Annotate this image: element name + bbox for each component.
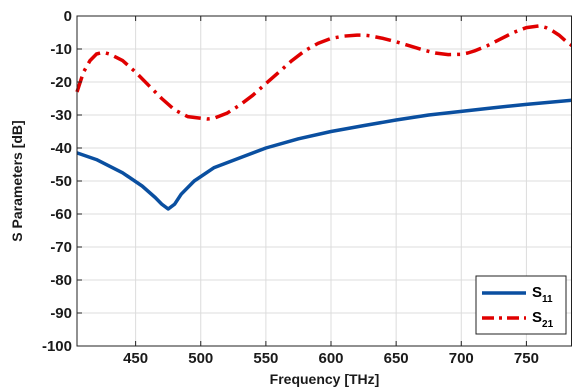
y-tick-label: -80 [50,272,72,289]
y-tick-label: -90 [50,305,72,322]
legend-label-s21: S21 [532,309,554,330]
legend-label-s11-sub: 11 [542,294,553,305]
series-s11-line [76,98,572,211]
legend: S11 S21 [475,275,567,335]
x-tick-label: 550 [253,350,278,367]
x-tick-label: 600 [318,350,343,367]
series-layer [75,24,572,211]
legend-label-s11-main: S [532,284,542,301]
x-tick-label: 700 [449,350,474,367]
x-tick-label: 450 [123,350,148,367]
x-axis-label: Frequency [THz] [270,371,380,387]
y-tick-label: -40 [50,140,72,157]
x-tick-label: 500 [188,350,213,367]
series-s21-line [75,24,572,121]
y-tick-label: -20 [50,74,72,91]
y-tick-label: -100 [42,338,72,355]
y-tick-label: -50 [50,173,72,190]
x-tick-label: 750 [514,350,539,367]
axis-ticks: 450 500 550 600 650 700 750 0 -10 -20 -30 -40 -50 -60… [42,8,539,367]
legend-label-s21-sub: 21 [542,319,554,330]
x-tick-label: 650 [384,350,409,367]
y-tick-label: -10 [50,41,72,58]
y-tick-label: -70 [50,239,72,256]
y-tick-label: -30 [50,107,72,124]
y-axis-label: S Parameters [dB] [9,120,25,241]
legend-label-s21-main: S [532,309,542,326]
y-tick-label: -60 [50,206,72,223]
legend-label-s11: S11 [532,284,553,305]
legend-box [475,275,567,335]
y-tick-label: 0 [64,8,72,25]
